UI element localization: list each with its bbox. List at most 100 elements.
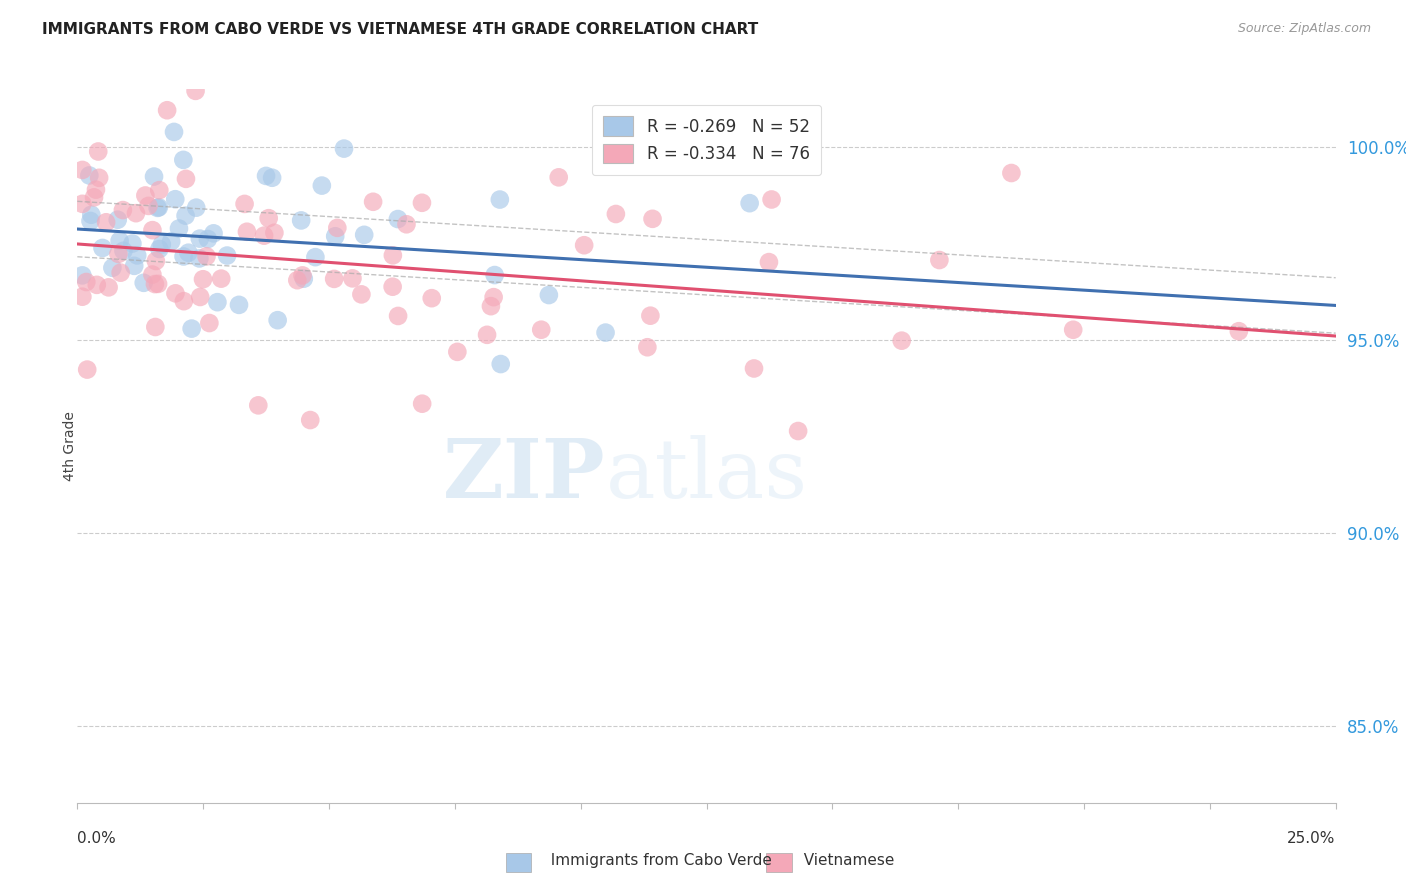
Point [79,169,101,183]
Point [353,227,375,242]
Point [342,271,364,285]
Point [174,209,197,223]
Point [928,253,950,268]
Point [381,279,404,293]
Point [291,268,314,283]
Point [640,309,662,323]
Point [177,245,200,260]
Point [489,193,512,207]
Point [125,206,148,220]
Point [395,217,418,231]
Text: IMMIGRANTS FROM CABO VERDE VS VIETNAMESE 4TH GRADE CORRELATION CHART: IMMIGRANTS FROM CABO VERDE VS VIETNAMESE… [42,22,758,37]
Point [217,249,239,263]
Point [146,201,169,215]
Point [143,320,166,334]
Text: 25.0%: 25.0% [1288,831,1336,847]
Point [299,413,322,427]
Text: Vietnamese: Vietnamese [794,854,894,868]
Point [180,321,202,335]
Point [290,213,312,227]
Point [160,235,183,249]
Point [761,193,783,207]
Point [361,194,384,209]
Point [111,203,134,218]
Point [742,361,765,376]
Point [108,234,131,248]
Point [110,266,132,280]
Point [482,290,505,304]
Text: Immigrants from Cabo Verde: Immigrants from Cabo Verde [541,854,772,868]
Point [285,273,308,287]
Point [387,212,409,227]
Point [547,170,569,185]
Point [195,249,218,263]
Point [641,211,664,226]
Legend: R = -0.269   N = 52, R = -0.334   N = 76: R = -0.269 N = 52, R = -0.334 N = 76 [592,104,821,175]
Point [475,327,498,342]
Point [263,226,285,240]
Point [72,197,94,211]
Point [311,178,333,193]
Point [446,344,468,359]
Point [333,142,356,156]
Point [572,238,595,252]
Point [191,272,214,286]
Point [163,125,186,139]
Point [209,271,232,285]
Point [188,232,211,246]
Point [145,254,167,268]
Point [72,163,94,178]
Point [165,192,187,206]
Point [97,280,120,294]
Point [1227,324,1250,338]
Point [134,188,156,202]
Point [138,199,160,213]
Point [146,277,169,291]
Point [228,298,250,312]
Text: atlas: atlas [606,434,808,515]
Point [202,227,225,241]
Point [188,290,211,304]
Point [101,260,124,275]
Point [107,212,129,227]
Point [247,398,270,412]
Point [530,323,553,337]
Text: 0.0%: 0.0% [77,831,117,847]
Point [83,190,105,204]
Point [266,313,288,327]
Point [141,268,163,282]
Point [141,223,163,237]
Point [197,232,219,246]
Point [262,170,284,185]
Point [148,200,170,214]
Point [758,255,780,269]
Point [148,242,170,256]
Text: ZIP: ZIP [443,434,606,515]
Point [236,225,259,239]
Point [184,84,207,98]
Point [127,248,149,262]
Point [94,215,117,229]
Point [148,183,170,197]
Y-axis label: 4th Grade: 4th Grade [63,411,77,481]
Text: Source: ZipAtlas.com: Source: ZipAtlas.com [1237,22,1371,36]
Point [72,268,94,283]
Point [411,195,433,210]
Point [174,172,197,186]
Point [253,228,276,243]
Point [292,271,315,285]
Point [84,183,107,197]
Point [86,277,108,292]
Point [91,241,114,255]
Point [186,201,208,215]
Point [167,221,190,235]
Point [165,286,187,301]
Point [188,252,211,266]
Point [143,277,166,291]
Point [738,196,761,211]
Point [257,211,280,226]
Point [76,362,98,376]
Point [72,290,94,304]
Point [605,207,627,221]
Point [143,169,166,184]
